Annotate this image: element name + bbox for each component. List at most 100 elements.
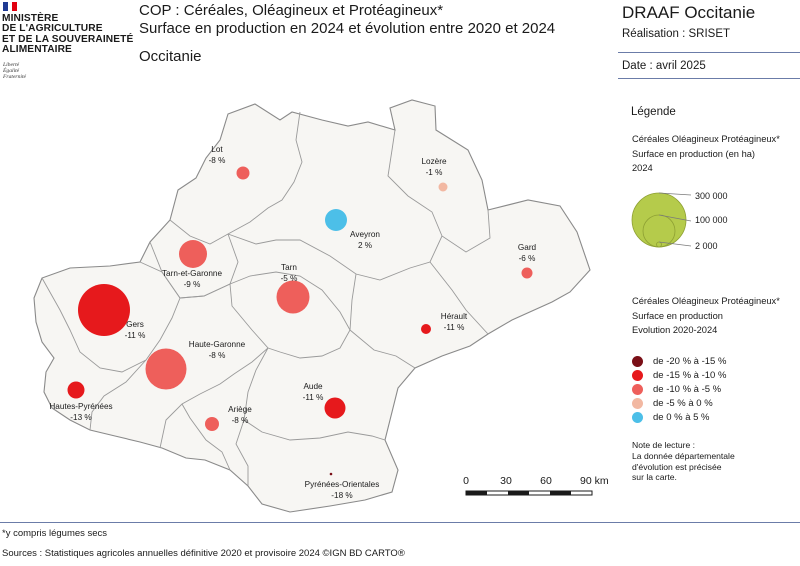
legend-size-symbols (631, 192, 692, 248)
legend-class-dot (632, 383, 643, 395)
legend-class-label: de -5 % à 0 % (653, 397, 713, 409)
ministry-logo-text: MINISTÈRE DE L'AGRICULTURE ET DE LA SOUV… (2, 13, 137, 56)
title-line-1: COP : Céréales, Oléagineux et Protéagine… (139, 2, 444, 19)
circle-lot (236, 166, 250, 180)
label-pyrenees-orientales: Pyrénées-Orientales (305, 480, 380, 489)
title-line-2: Surface en production en 2024 et évoluti… (139, 20, 556, 37)
legend-class: de -10 % à -5 % (632, 382, 721, 396)
legend-color-title: Céréales Oléagineux Protéagineux* Surfac… (632, 294, 780, 338)
label-lot-change: -8 % (209, 156, 226, 165)
legend-text-line: Surface en production (632, 310, 723, 321)
scale-tick: 90 km (580, 475, 609, 487)
circle-tarn (276, 280, 310, 314)
ministry-line: DE L'AGRICULTURE (2, 23, 103, 35)
label-aude-change: -11 % (303, 393, 324, 402)
sources-text: Sources : Statistiques agricoles annuell… (2, 548, 405, 559)
label-hautes-pyrenees: Hautes-Pyrénées (49, 402, 112, 411)
region-outline (33, 99, 591, 513)
legend-class-label: de -15 % à -10 % (653, 369, 727, 381)
label-aude: Aude (303, 382, 323, 391)
note-line: Note de lecture : (632, 440, 696, 450)
department-circles (67, 166, 533, 476)
label-haute-garonne: Haute-Garonne (189, 340, 246, 349)
circle-pyrenees-orientales (329, 472, 333, 476)
legend-class: de -5 % à 0 % (632, 396, 713, 410)
ministry-line: MINISTÈRE (2, 13, 59, 24)
legend-class: de -20 % à -15 % (632, 354, 726, 368)
circle-gers (78, 284, 130, 336)
legend-text-line: 2024 (632, 163, 653, 173)
legend-text-line: Surface en production (en ha) (632, 148, 756, 159)
motto-line: Égalité (3, 68, 20, 75)
label-lozere: Lozère (421, 157, 446, 166)
french-flag-icon (3, 2, 18, 11)
footnote: *y compris légumes secs (2, 528, 108, 539)
region-name: Occitanie (139, 48, 202, 65)
legend-class-label: de -10 % à -5 % (653, 383, 722, 395)
divider (618, 52, 800, 53)
label-aveyron-change: 2 % (358, 241, 372, 250)
legend-text-line: Evolution 2020-2024 (632, 325, 718, 335)
motto-line: Liberté (3, 62, 20, 68)
label-aveyron: Aveyron (350, 230, 380, 239)
note-line: d'évolution est précisée (632, 461, 722, 472)
legend-class-label: de 0 % à 5 % (653, 411, 710, 423)
realisation-text: Réalisation : SRISET (622, 28, 731, 40)
legend-class-dot (632, 411, 643, 423)
scale-tick: 30 (500, 475, 512, 487)
legend-class-dot (632, 355, 643, 367)
label-gard-change: -6 % (519, 254, 536, 263)
note-line: La donnée départementale (632, 450, 735, 461)
legend-class-dot (632, 397, 643, 409)
legend-size-label: 100 000 (695, 215, 728, 225)
circle-lozere (438, 182, 448, 192)
legend-class: de 0 % à 5 % (632, 410, 710, 424)
divider (618, 78, 800, 79)
circle-haute-garonne (145, 348, 187, 390)
label-pyrenees-orientales-change: -18 % (331, 491, 352, 500)
label-gers: Gers (126, 320, 144, 329)
note-line: sur la carte. (632, 472, 677, 483)
label-haute-garonne-change: -8 % (209, 351, 226, 360)
legend-size-title: Céréales Oléagineux Protéagineux* Surfac… (632, 132, 780, 176)
label-tarn: Tarn (281, 263, 297, 272)
label-herault-change: -11 % (444, 323, 465, 332)
legend-title: Légende (631, 106, 676, 118)
legend-size-label: 300 000 (695, 191, 728, 201)
department-labels: Lot -8 % Lozère -1 % Aveyron 2 % Gard -6… (49, 145, 536, 500)
label-gers-change: -11 % (125, 331, 146, 340)
ministry-line: ALIMENTAIRE (2, 44, 72, 56)
circle-aude (324, 397, 346, 419)
date-text: Date : avril 2025 (622, 60, 706, 72)
circle-herault (421, 324, 431, 334)
label-ariege-change: -8 % (232, 416, 249, 425)
divider (0, 522, 800, 523)
ministry-line: ET DE LA SOUVERAINETÉ (2, 33, 134, 45)
label-herault: Hérault (441, 312, 468, 321)
label-hautes-pyrenees-change: -13 % (70, 413, 91, 422)
motto-line: Fraternité (3, 74, 26, 81)
label-tarn-change: -5 % (281, 274, 298, 283)
legend-class-label: de -20 % à -15 % (653, 355, 727, 367)
circle-hautes-pyrenees (67, 381, 85, 399)
department-boundaries (41, 111, 491, 486)
label-tarn-et-garonne: Tarn-et-Garonne (162, 269, 223, 278)
legend-text-line: Céréales Oléagineux Protéagineux* (632, 134, 780, 144)
circle-tarn-et-garonne (179, 240, 207, 268)
circle-ariege (205, 417, 219, 431)
republic-motto: Liberté Égalité Fraternité (3, 62, 26, 81)
scale-tick: 60 (540, 475, 552, 487)
label-gard: Gard (518, 243, 537, 252)
scale-bar: 0 30 60 90 km (463, 475, 609, 496)
scale-tick: 0 (463, 475, 469, 487)
legend-size-label: 2 000 (695, 241, 718, 251)
map-title: COP : Céréales, Oléagineux et Protéagine… (139, 2, 555, 38)
organization-name: DRAAF Occitanie (622, 3, 756, 22)
legend-class: de -15 % à -10 % (632, 368, 726, 382)
label-lot: Lot (211, 145, 223, 154)
label-lozere-change: -1 % (426, 168, 443, 177)
occitanie-map: Lot -8 % Lozère -1 % Aveyron 2 % Gard -6… (33, 99, 609, 513)
label-ariege: Ariège (228, 405, 252, 414)
label-tarn-et-garonne-change: -9 % (184, 280, 201, 289)
circle-aveyron (325, 209, 347, 231)
